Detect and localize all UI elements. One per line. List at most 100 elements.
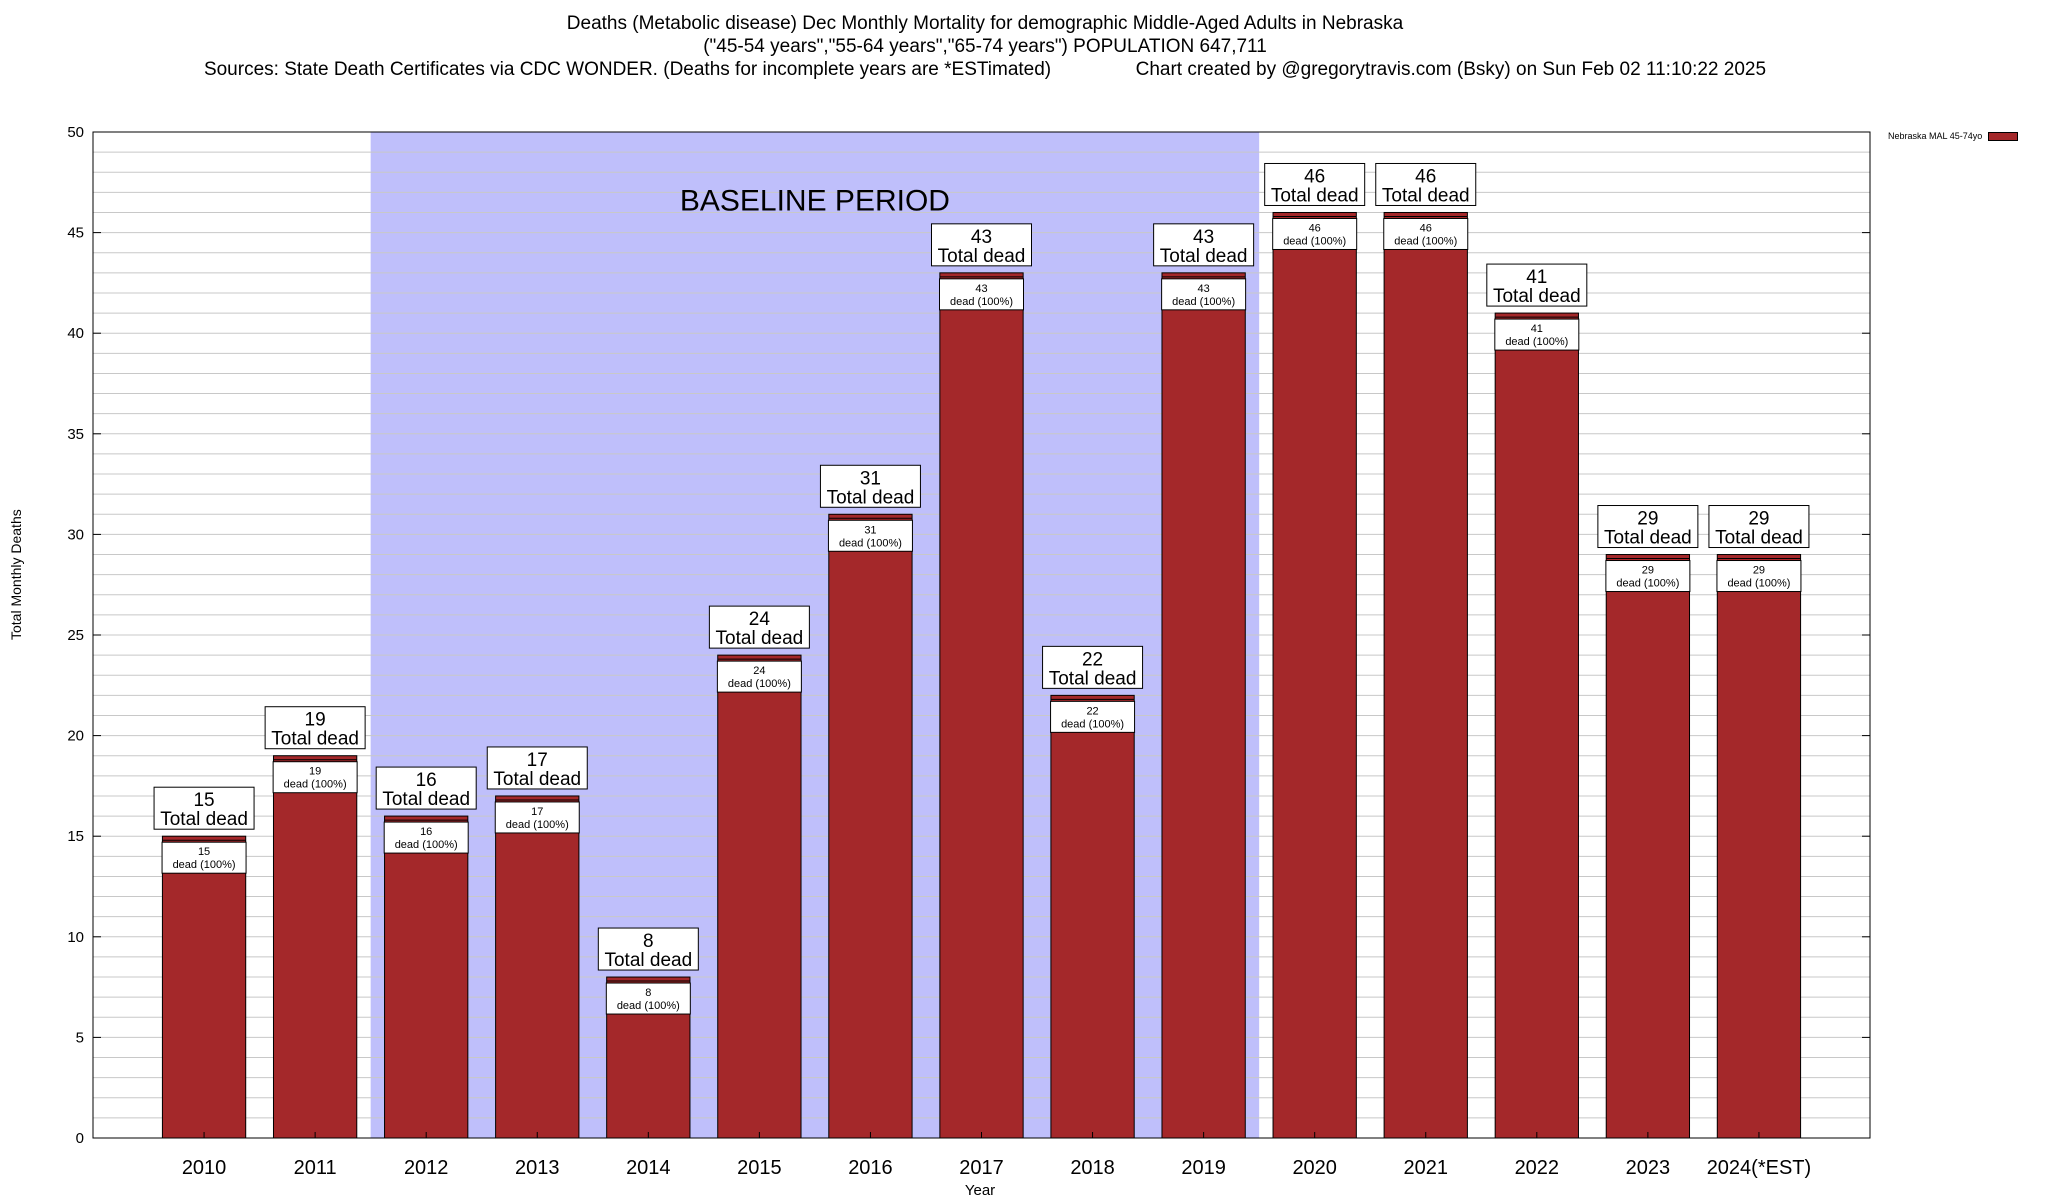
chart-title: Deaths (Metabolic disease) Dec Monthly M… xyxy=(566,13,1404,34)
inner-label-box xyxy=(1716,560,1802,593)
credit-text: Chart created by @gregorytravis.com (Bsk… xyxy=(1135,59,1767,80)
legend-label: Nebraska MAL 45-74yo xyxy=(1888,131,1983,141)
total-label-value: 8 xyxy=(643,931,654,952)
inner-label-box xyxy=(1494,318,1580,351)
x-tick-label: 2019 xyxy=(1181,1157,1226,1179)
total-label-text: Total dead xyxy=(1160,246,1248,267)
total-label-value: 16 xyxy=(416,770,437,791)
total-label-text: Total dead xyxy=(1715,528,1803,549)
inner-label-box xyxy=(1161,278,1247,311)
total-label-box xyxy=(931,223,1032,267)
y-tick-label: 15 xyxy=(67,828,84,845)
x-tick-label: 2017 xyxy=(959,1157,1004,1179)
bar xyxy=(384,815,469,1139)
y-tick-label: 45 xyxy=(67,225,84,242)
total-label-value: 24 xyxy=(749,609,771,630)
inner-label-box xyxy=(1383,217,1469,250)
inner-label-text: dead (100%) xyxy=(1394,235,1457,247)
total-label-text: Total dead xyxy=(1049,668,1137,689)
inner-label-text: dead (100%) xyxy=(950,296,1013,308)
total-label-box xyxy=(1486,263,1588,307)
inner-label-value: 16 xyxy=(420,826,432,838)
inner-label-value: 46 xyxy=(1420,222,1432,234)
bar xyxy=(1716,554,1802,1139)
inner-label-value: 41 xyxy=(1531,323,1543,335)
inner-label-box xyxy=(494,801,580,834)
x-tick-label: 2018 xyxy=(1070,1157,1115,1179)
inner-label-text: dead (100%) xyxy=(1505,336,1568,348)
source-text: Sources: State Death Certificates via CD… xyxy=(203,59,1052,80)
inner-label-text: dead (100%) xyxy=(506,819,569,831)
x-tick-label: 2021 xyxy=(1404,1157,1449,1179)
total-label-value: 43 xyxy=(1193,227,1214,248)
total-label-text: Total dead xyxy=(382,789,470,810)
chart-legend: Nebraska MAL 45-74yo xyxy=(1888,131,2019,141)
bar xyxy=(1050,694,1135,1139)
total-label-text: Total dead xyxy=(827,487,915,508)
bar xyxy=(939,272,1024,1139)
bar xyxy=(1605,554,1691,1139)
inner-label-text: dead (100%) xyxy=(1727,578,1790,590)
inner-label-value: 43 xyxy=(975,283,987,295)
total-label-box xyxy=(375,766,477,810)
total-label-box xyxy=(1708,505,1810,549)
total-label-value: 46 xyxy=(1304,166,1325,187)
total-label-box xyxy=(1042,645,1144,689)
total-label-box xyxy=(486,746,588,790)
y-tick-label: 30 xyxy=(67,526,84,543)
total-label-value: 15 xyxy=(193,790,214,811)
y-tick-label: 0 xyxy=(76,1130,84,1147)
total-label-text: Total dead xyxy=(938,246,1026,267)
total-label-value: 41 xyxy=(1526,267,1547,288)
total-label-text: Total dead xyxy=(160,809,248,830)
total-label-value: 17 xyxy=(527,750,548,771)
inner-label-box xyxy=(161,841,247,874)
bar xyxy=(161,835,247,1139)
inner-label-value: 29 xyxy=(1753,565,1765,577)
total-label-value: 29 xyxy=(1748,509,1769,530)
inner-label-text: dead (100%) xyxy=(728,678,791,690)
x-tick-label: 2024(*EST) xyxy=(1707,1157,1812,1179)
total-label-value: 46 xyxy=(1415,166,1436,187)
inner-label-box xyxy=(272,761,358,794)
total-label-box xyxy=(1375,162,1477,206)
bar xyxy=(717,654,802,1139)
bar xyxy=(1383,211,1468,1139)
total-label-box xyxy=(153,786,255,830)
total-label-text: Total dead xyxy=(1382,185,1470,206)
bar xyxy=(1272,211,1357,1139)
total-label-box xyxy=(264,706,366,750)
total-label-box xyxy=(597,927,699,971)
x-tick-label: 2020 xyxy=(1292,1157,1337,1179)
total-label-text: Total dead xyxy=(716,628,804,649)
inner-label-value: 15 xyxy=(198,846,210,858)
inner-label-text: dead (100%) xyxy=(1172,296,1235,308)
y-axis-label: Total Monthly Deaths xyxy=(8,509,24,640)
bar xyxy=(495,795,580,1139)
inner-label-value: 46 xyxy=(1309,222,1321,234)
bar xyxy=(828,513,913,1139)
inner-label-text: dead (100%) xyxy=(1061,718,1124,730)
inner-label-value: 31 xyxy=(864,524,876,536)
total-label-value: 29 xyxy=(1637,509,1658,530)
inner-label-text: dead (100%) xyxy=(395,839,458,851)
total-label-value: 22 xyxy=(1082,649,1103,670)
inner-label-text: dead (100%) xyxy=(839,537,902,549)
x-axis-label: Year xyxy=(964,1182,996,1199)
x-tick-label: 2014 xyxy=(626,1157,671,1179)
x-tick-label: 2016 xyxy=(848,1157,893,1179)
inner-label-box xyxy=(716,660,802,693)
inner-label-text: dead (100%) xyxy=(284,779,347,791)
baseline-period-label: BASELINE PERIOD xyxy=(680,184,950,217)
x-tick-label: 2013 xyxy=(515,1157,560,1179)
total-label-value: 31 xyxy=(860,468,881,489)
inner-label-value: 17 xyxy=(531,806,543,818)
x-tick-label: 2010 xyxy=(182,1157,227,1179)
total-label-text: Total dead xyxy=(271,729,359,750)
x-tick-label: 2012 xyxy=(404,1157,449,1179)
y-tick-label: 40 xyxy=(67,325,84,342)
total-label-text: Total dead xyxy=(604,950,692,971)
y-tick-label: 10 xyxy=(67,929,84,946)
total-label-box xyxy=(1597,505,1699,549)
inner-label-box xyxy=(383,821,469,854)
